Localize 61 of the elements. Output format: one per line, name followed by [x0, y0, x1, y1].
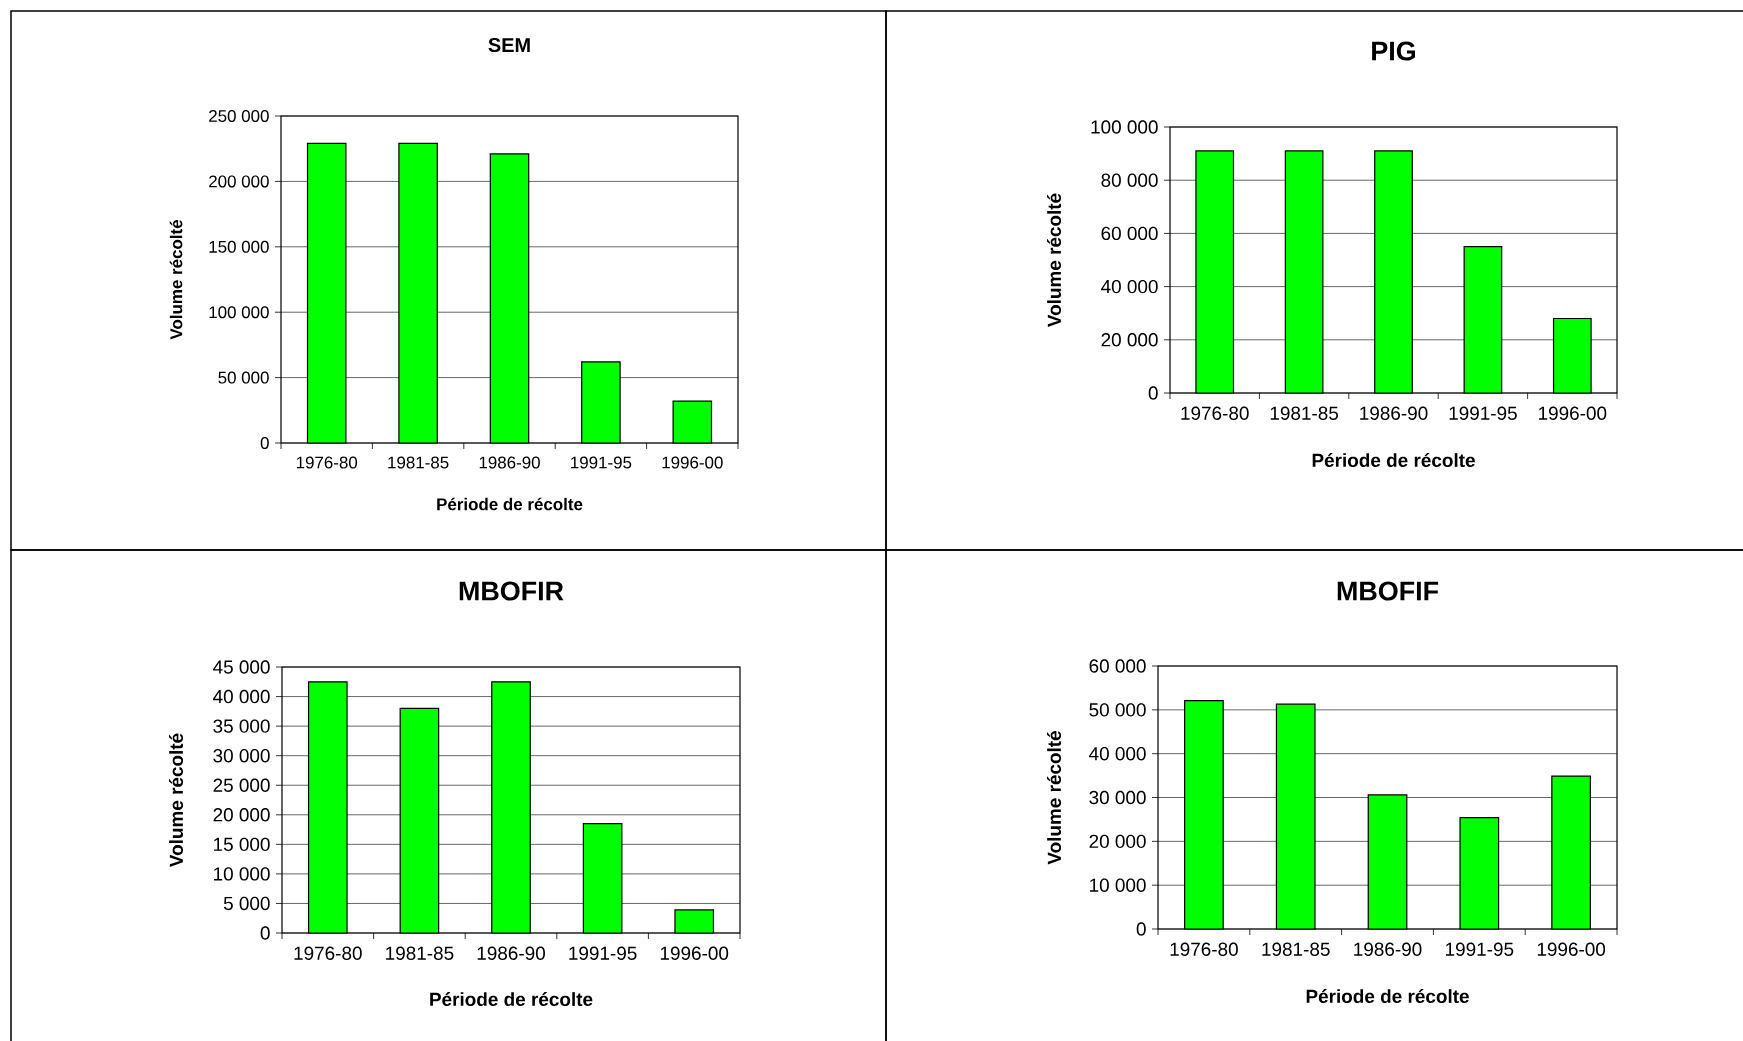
- x-tick-label: 1986-90: [477, 946, 545, 960]
- y-tick-label: 20 000: [213, 808, 270, 822]
- chart-title: SEM: [488, 37, 530, 53]
- y-tick-label: 35 000: [213, 719, 270, 733]
- y-tick-label: 40 000: [213, 689, 270, 704]
- x-tick-label: 1996-00: [1537, 942, 1606, 956]
- y-tick-label: 40 000: [1101, 279, 1158, 294]
- y-tick-label: 100 000: [209, 306, 269, 319]
- x-tick-label: 1996-00: [662, 456, 723, 469]
- y-tick-label: 5 000: [223, 896, 270, 911]
- x-tick-label: 1991-95: [1446, 942, 1514, 956]
- x-tick-label: 1986-90: [479, 456, 540, 469]
- x-tick-label: 1996-00: [1539, 406, 1607, 420]
- y-tick-label: 0: [260, 437, 269, 450]
- x-tick-label: 1986-90: [1354, 942, 1422, 956]
- y-tick-label: 150 000: [209, 240, 269, 253]
- y-tick-label: 0: [1148, 386, 1158, 400]
- x-tick-label: 1986-90: [1360, 406, 1428, 420]
- x-tick-label: 1991-95: [569, 946, 637, 960]
- y-axis-title: Volume récolté: [1046, 731, 1062, 865]
- x-tick-label: 1981-85: [1262, 942, 1330, 956]
- y-tick-label: 30 000: [213, 748, 270, 763]
- x-axis-title: Période de récolte: [1306, 988, 1469, 1004]
- y-tick-label: 30 000: [1089, 790, 1146, 805]
- y-axis-title: Volume récolté: [1046, 193, 1062, 328]
- y-tick-label: 20 000: [1089, 834, 1146, 849]
- y-tick-label: 20 000: [1101, 333, 1158, 347]
- chart-title: MBOFIR: [459, 581, 564, 601]
- y-tick-label: 45 000: [213, 660, 270, 674]
- chart-title: PIG: [1372, 41, 1416, 61]
- x-tick-label: 1976-80: [1170, 942, 1238, 956]
- y-tick-label: 0: [1136, 922, 1146, 936]
- x-tick-label: 1981-85: [388, 456, 449, 469]
- y-tick-label: 10 000: [214, 867, 270, 881]
- x-tick-label: 1991-95: [571, 456, 632, 469]
- x-axis-title: Période de récolte: [1312, 452, 1475, 468]
- y-tick-label: 0: [260, 926, 270, 940]
- y-tick-label: 25 000: [213, 778, 270, 792]
- y-tick-label: 100 000: [1091, 120, 1158, 134]
- x-tick-label: 1996-00: [660, 946, 729, 960]
- y-tick-label: 10 000: [1090, 878, 1146, 892]
- x-axis-title: Période de récolte: [430, 991, 593, 1007]
- y-tick-label: 15 000: [214, 837, 270, 852]
- y-tick-label: 50 000: [218, 371, 269, 384]
- y-axis-title: Volume récolté: [169, 220, 183, 340]
- y-tick-label: 60 000: [1089, 659, 1146, 673]
- x-tick-label: 1991-95: [1449, 406, 1517, 420]
- y-tick-label: 200 000: [209, 175, 269, 188]
- y-axis-title: Volume récolté: [168, 733, 184, 868]
- x-tick-label: 1981-85: [1270, 406, 1339, 420]
- x-axis-title: Période de récolte: [437, 497, 583, 511]
- x-tick-label: 1976-80: [294, 946, 362, 960]
- x-tick-label: 1981-85: [386, 946, 454, 960]
- x-tick-label: 1976-80: [296, 456, 358, 469]
- y-tick-label: 50 000: [1089, 703, 1146, 717]
- y-tick-label: 40 000: [1089, 746, 1146, 761]
- y-tick-label: 250 000: [209, 110, 269, 123]
- x-tick-label: 1976-80: [1181, 406, 1249, 420]
- y-tick-label: 80 000: [1101, 173, 1158, 187]
- y-tick-label: 60 000: [1101, 226, 1158, 241]
- chart-title: MBOFIF: [1337, 581, 1439, 601]
